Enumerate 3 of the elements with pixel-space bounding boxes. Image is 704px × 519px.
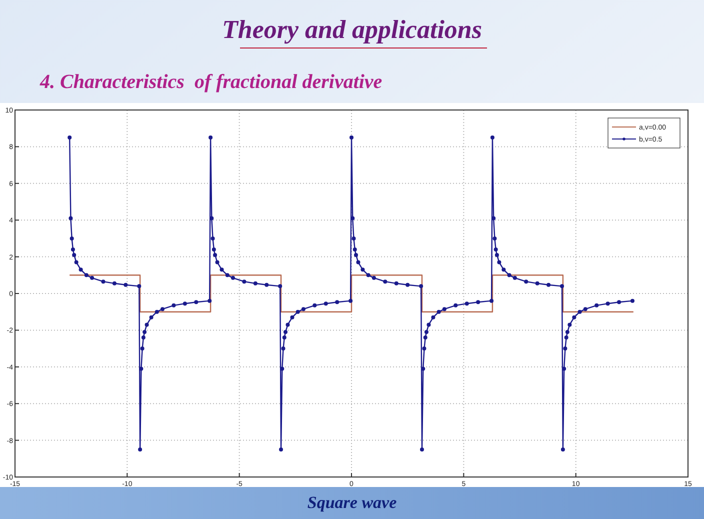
chart-title: Theory and applications [222,15,482,44]
chart-subtitle: 4. Characteristics of fractional derivative [39,71,382,93]
text: Square wave [307,493,398,512]
